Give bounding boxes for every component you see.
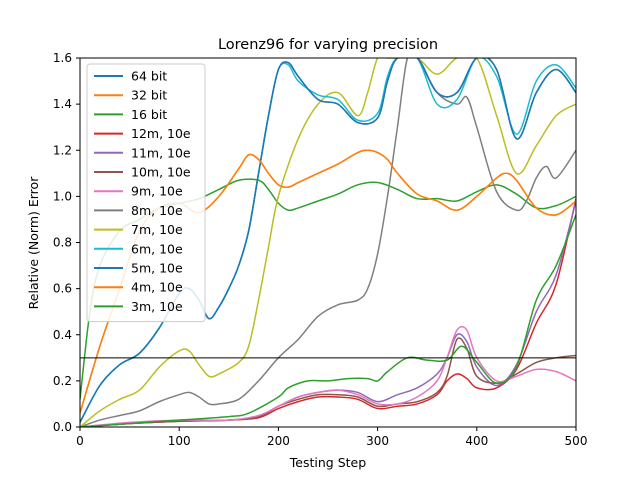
legend-label: 64 bit [131,69,167,84]
series-line-4 [80,198,576,427]
legend-label: 16 bit [131,107,167,122]
series-line-9 [80,58,576,427]
x-axis-label: Testing Step [289,455,366,470]
y-tick-label: 0.4 [53,328,72,342]
legend-box [86,63,206,323]
x-tick-label: 300 [366,434,389,448]
y-tick-label: 0.8 [53,236,72,250]
legend-label: 10m, 10e [131,165,191,180]
legend-label: 5m, 10e [131,261,183,276]
series-line-13 [80,214,576,427]
legend: 64 bit 32 bit 16 bit 12m, 10e 11m, 10e 10m, 1… [86,63,206,323]
legend-item: 64 bit [94,69,167,84]
legend-item: 5m, 10e [94,261,183,276]
legend-item: 9m, 10e [94,184,183,199]
legend-label: 32 bit [131,88,167,103]
legend-item: 10m, 10e [94,165,191,180]
y-tick-label: 0.6 [53,282,72,296]
legend-item: 8m, 10e [94,203,183,218]
legend-label: 11m, 10e [131,145,191,160]
series-line-7 [80,325,576,427]
legend-label: 9m, 10e [131,184,183,199]
legend-item: 12m, 10e [94,126,191,141]
x-tick-label: 100 [168,434,191,448]
x-tick-label: 400 [465,434,488,448]
y-tick-label: 1.2 [53,143,72,157]
legend-label: 3m, 10e [131,299,183,314]
legend-label: 8m, 10e [131,203,183,218]
y-axis-label: Relative (Norm) Error [26,176,41,310]
y-tick-label: 1.6 [53,51,72,65]
chart-title: Lorenz96 for varying precision [218,37,438,53]
series-line-8 [80,58,576,427]
legend-label: 7m, 10e [131,222,183,237]
legend-label: 12m, 10e [131,126,191,141]
legend-item: 16 bit [94,107,167,122]
legend-item: 4m, 10e [94,280,183,295]
legend-label: 6m, 10e [131,241,183,256]
x-tick-label: 500 [565,434,588,448]
legend-label: 4m, 10e [131,280,183,295]
x-tick-label: 0 [76,434,84,448]
legend-item: 3m, 10e [94,299,183,314]
legend-item: 11m, 10e [94,145,191,160]
x-tick-label: 200 [267,434,290,448]
legend-item: 32 bit [94,88,167,103]
y-tick-label: 0.0 [53,420,72,434]
legend-item: 6m, 10e [94,241,183,256]
y-tick-label: 1.4 [53,97,72,111]
y-tick-label: 1.0 [53,189,72,203]
axes-layer: 0 100 200 300 400 500 0.0 0.2 0.4 0.6 0.8 1.0 1.2 1.4… [53,51,588,448]
legend-item: 7m, 10e [94,222,183,237]
y-tick-label: 0.2 [53,374,72,388]
